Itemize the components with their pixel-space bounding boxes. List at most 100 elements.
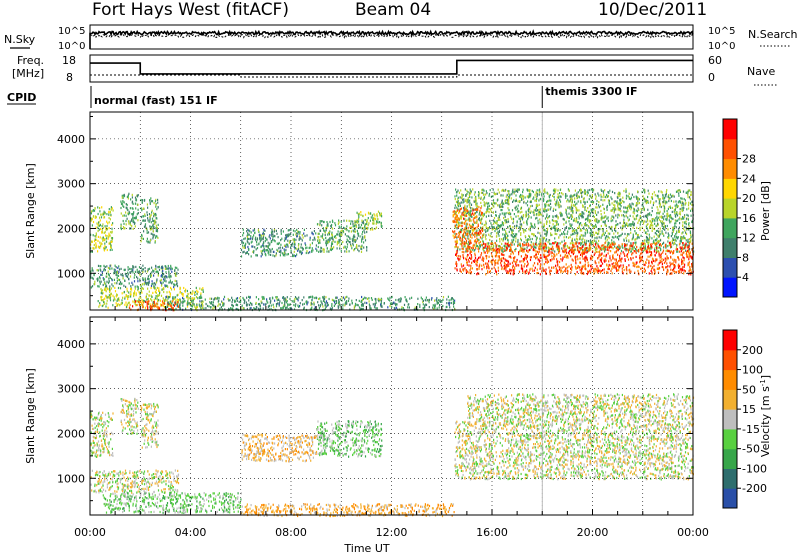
power-cell: [266, 298, 268, 301]
power-cell: [668, 194, 670, 197]
power-cell: [148, 213, 151, 216]
power-cell: [436, 297, 438, 300]
power-cell: [106, 235, 108, 238]
power-cell: [124, 297, 126, 300]
power-cell: [497, 188, 499, 191]
power-cell: [460, 201, 462, 204]
power-cell: [688, 225, 690, 228]
power-cell: [646, 215, 648, 218]
power-cell: [680, 237, 682, 240]
power-cell: [278, 304, 280, 307]
power-cell: [496, 228, 498, 231]
power-cell: [279, 254, 281, 257]
power-cell: [461, 215, 463, 218]
power-cell: [464, 215, 466, 218]
power-cell: [577, 238, 579, 241]
power-cell: [334, 240, 336, 243]
power-cell: [441, 300, 443, 303]
power-cell: [100, 269, 102, 272]
power-cell: [680, 218, 682, 221]
power-cell: [504, 200, 506, 203]
power-cell: [644, 191, 646, 194]
power-cell: [168, 290, 170, 293]
power-cell: [249, 301, 251, 305]
power-cell: [560, 195, 562, 198]
power-cell: [389, 296, 391, 299]
power-cell: [519, 218, 522, 221]
power-cell: [292, 229, 295, 232]
power-cell: [297, 249, 299, 252]
power-cell: [504, 215, 506, 218]
power-cell: [154, 241, 156, 244]
power-cell: [630, 204, 632, 207]
power-cell: [210, 306, 212, 309]
power-cell: [160, 278, 162, 281]
power-cell: [152, 282, 154, 285]
power-cell: [584, 218, 587, 221]
power-cell: [487, 243, 489, 247]
power-cell: [343, 246, 345, 249]
power-cell: [571, 198, 573, 201]
power-cell: [104, 247, 106, 250]
power-cell: [354, 220, 356, 223]
power-cell: [648, 238, 650, 242]
power-cell: [127, 295, 129, 298]
power-cell: [191, 305, 194, 308]
power-cell: [152, 304, 154, 308]
power-cell: [246, 234, 248, 237]
power-cell: [355, 224, 357, 227]
power-cell: [614, 192, 616, 195]
power-cell: [299, 232, 301, 235]
power-cell: [491, 225, 493, 228]
power-cell: [178, 299, 180, 302]
power-cell: [488, 211, 490, 214]
power-cell: [623, 220, 625, 223]
power-cell: [106, 280, 108, 283]
power-cell: [230, 307, 232, 310]
power-cell: [194, 293, 196, 296]
power-cell: [255, 239, 257, 242]
power-cell: [507, 239, 509, 242]
power-cell: [301, 239, 303, 242]
power-cell: [513, 199, 515, 202]
power-cell: [99, 227, 102, 231]
power-cell: [123, 195, 126, 198]
power-cell: [156, 228, 158, 231]
power-cell: [486, 202, 488, 205]
power-cell: [161, 266, 163, 269]
power-cell: [286, 243, 288, 246]
power-cell: [524, 235, 526, 238]
power-cell: [102, 292, 104, 295]
power-cell: [583, 212, 585, 215]
power-cell: [174, 269, 176, 272]
power-cell: [160, 275, 162, 278]
power-cell: [462, 206, 465, 210]
power-cell: [561, 247, 563, 250]
power-cell: [576, 237, 578, 240]
power-cell: [91, 276, 93, 279]
power-cell: [666, 201, 668, 204]
power-cell: [525, 229, 527, 232]
power-cell: [303, 296, 305, 299]
power-cell: [659, 239, 662, 242]
power-cell: [124, 227, 126, 230]
power-cell: [469, 201, 471, 205]
power-cell: [613, 203, 615, 206]
power-cell: [157, 303, 159, 306]
power-cell: [319, 222, 321, 225]
power-cell: [345, 228, 347, 231]
power-cell: [179, 299, 181, 302]
power-cell: [569, 195, 571, 198]
power-cell: [372, 222, 374, 225]
power-cell: [122, 200, 124, 203]
power-cell: [547, 199, 549, 202]
power-cell: [537, 205, 539, 208]
power-cell: [109, 218, 111, 221]
power-cell: [653, 191, 655, 194]
power-cell: [632, 226, 634, 229]
power-cell: [613, 232, 615, 235]
power-cell: [510, 227, 512, 230]
power-cell: [140, 198, 142, 202]
power-cell: [553, 207, 555, 210]
power-cell: [539, 232, 541, 235]
